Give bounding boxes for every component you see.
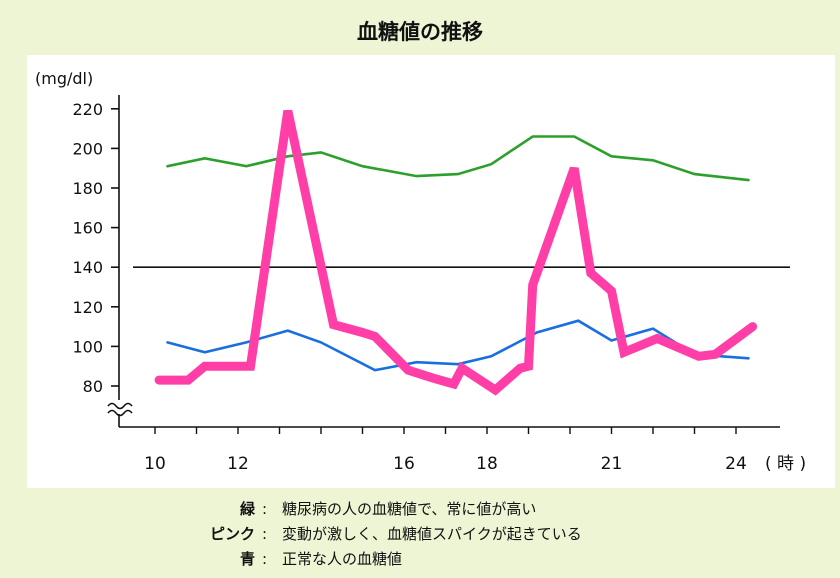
y-tick-label: 180 xyxy=(72,179,103,198)
legend-colon: : xyxy=(262,525,268,543)
x-tick-label: 18 xyxy=(476,454,498,474)
x-tick-label: 12 xyxy=(227,454,249,474)
legend-text-green: 糖尿病の人の血糖値で、常に値が高い xyxy=(282,500,537,518)
chart-panel xyxy=(27,55,835,488)
legend: 緑 : 糖尿病の人の血糖値で、常に値が高い ピンク : 変動が激しく、血糖値スパ… xyxy=(200,497,800,572)
axis-break-mark xyxy=(107,402,133,417)
chart-title: 血糖値の推移 xyxy=(357,20,483,44)
x-tick-label: 21 xyxy=(601,454,623,474)
legend-colon: : xyxy=(262,550,268,568)
x-tick-label: 10 xyxy=(144,454,166,474)
legend-row-pink: ピンク : 変動が激しく、血糖値スパイクが起きている xyxy=(200,522,800,547)
y-tick-label: 200 xyxy=(72,139,103,158)
y-tick-label: 160 xyxy=(72,219,103,238)
x-tick-label: 24 xyxy=(725,454,747,474)
legend-colon: : xyxy=(262,500,268,518)
legend-text-blue: 正常な人の血糖値 xyxy=(282,550,403,568)
series-line-blue xyxy=(166,319,750,372)
series-line-pink xyxy=(154,109,758,396)
legend-row-green: 緑 : 糖尿病の人の血糖値で、常に値が高い xyxy=(200,497,800,522)
series-line-green xyxy=(166,135,750,182)
legend-row-blue: 青 : 正常な人の血糖値 xyxy=(200,547,800,572)
x-tick-label: 16 xyxy=(393,454,415,474)
y-axis-label: (mg/dl) xyxy=(35,69,93,88)
y-tick-label: 80 xyxy=(83,377,103,396)
legend-text-pink: 変動が激しく、血糖値スパイクが起きている xyxy=(282,525,582,543)
legend-key-pink: ピンク xyxy=(209,525,255,543)
y-tick-label: 120 xyxy=(72,298,103,317)
legend-key-blue: 青 xyxy=(239,550,255,568)
y-tick-label: 140 xyxy=(72,258,103,277)
y-tick-label: 100 xyxy=(72,337,103,356)
legend-key-green: 緑 xyxy=(239,500,255,518)
y-tick-label: 220 xyxy=(72,100,103,119)
x-axis-unit: ( 時 ) xyxy=(765,454,806,474)
